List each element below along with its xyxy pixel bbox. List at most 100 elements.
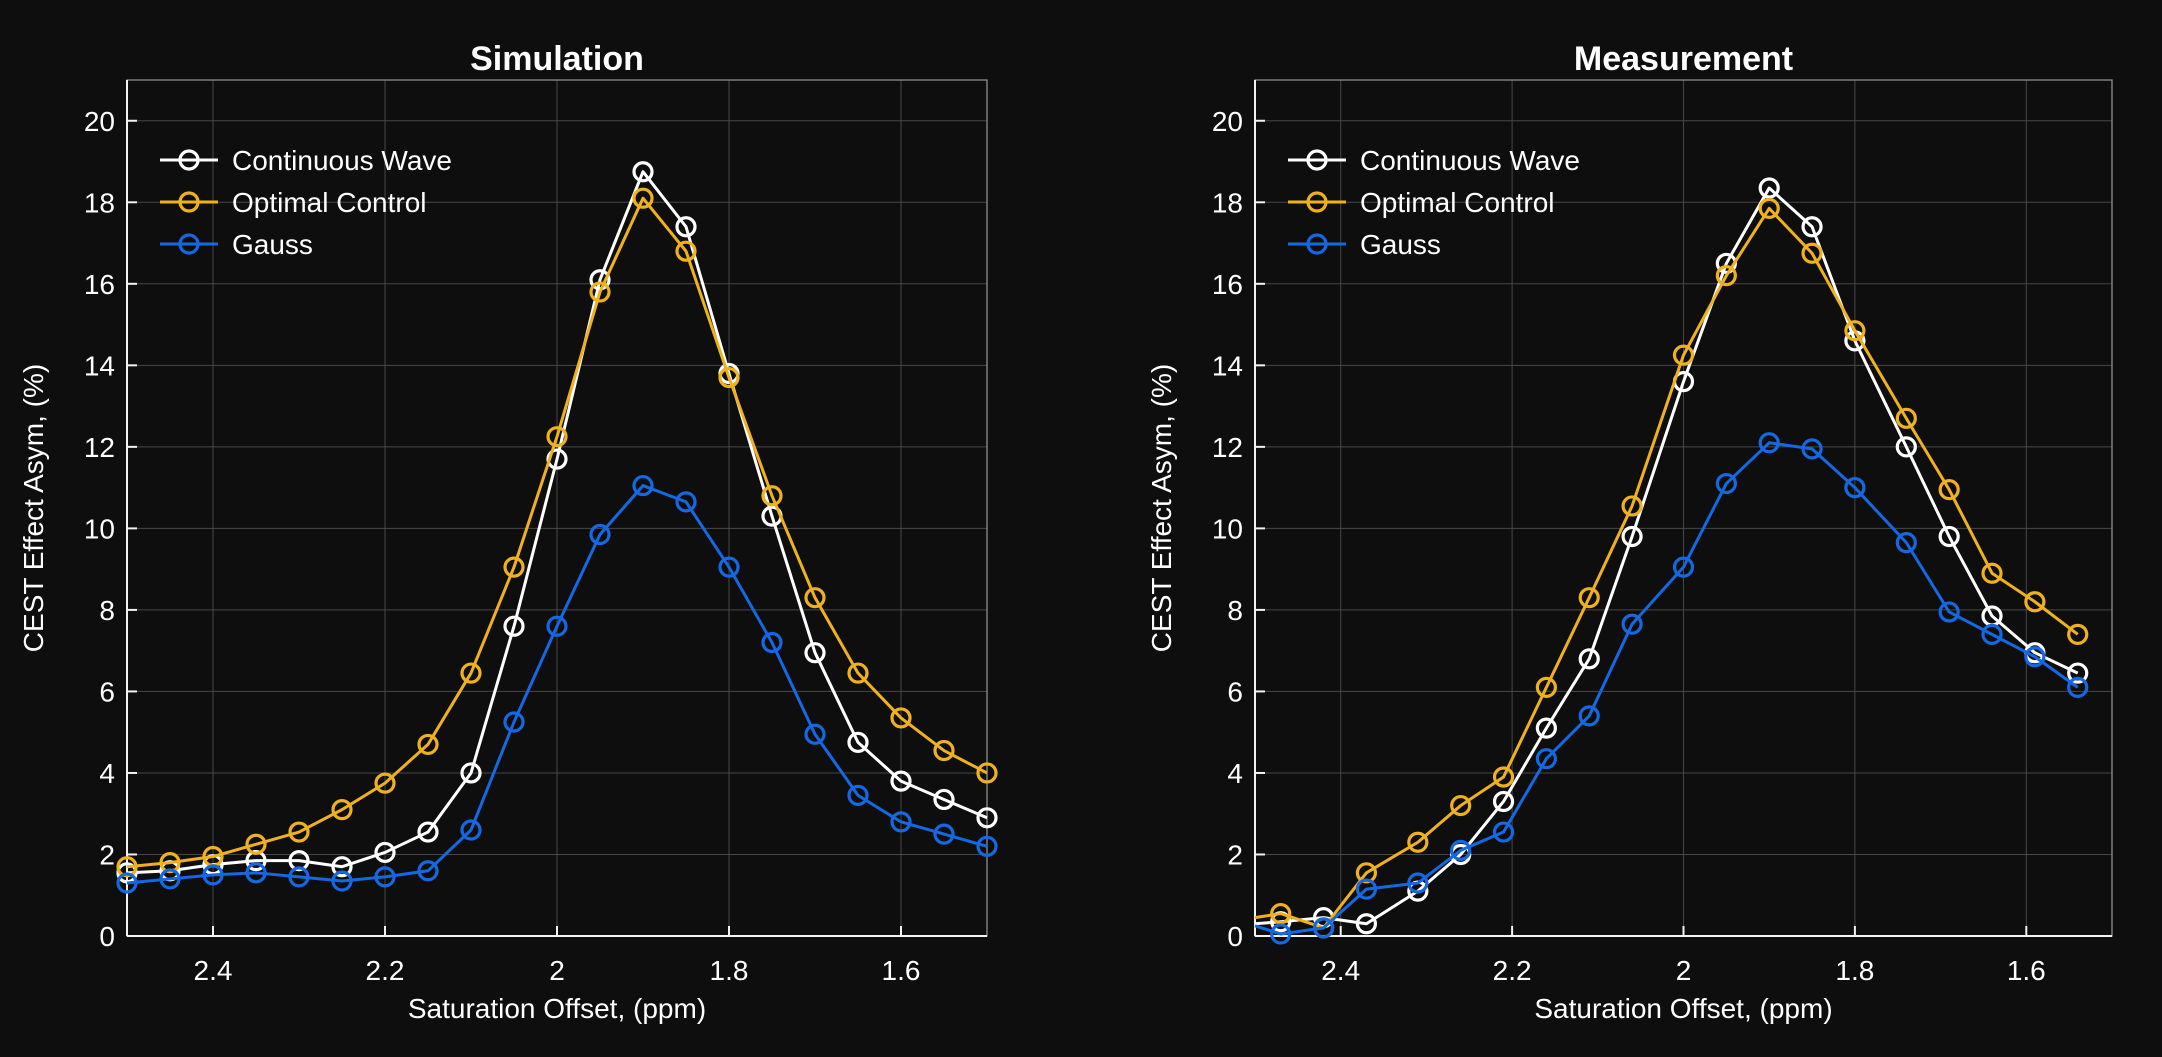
series-marker-continuous-wave [331,856,353,878]
legend-item-continuous-wave: Continuous Wave [160,145,452,176]
series-marker-optimal-control [1758,197,1780,219]
legend-marker-icon [178,149,200,171]
x-tick-label: 1.8 [1835,955,1874,986]
series-marker-gauss [589,523,611,546]
series-marker-gauss [1407,872,1429,894]
y-tick-label: 16 [1212,269,1243,300]
series-marker-gauss [1621,613,1643,635]
series-marker-gauss [2067,676,2089,698]
series-marker-optimal-control [288,821,310,843]
series-marker-optimal-control [1801,242,1823,264]
series-marker-gauss [159,868,181,890]
y-tick-label: 20 [84,106,115,137]
series-marker-optimal-control [1672,344,1695,366]
series-continuous-wave [1254,177,2089,935]
series-marker-gauss [1801,438,1823,460]
series-marker-gauss [1981,623,2003,645]
series-marker-optimal-control [503,556,525,578]
series-marker-continuous-wave [546,448,568,470]
series-marker-continuous-wave [1938,525,1960,548]
series-marker-optimal-control [1407,831,1429,853]
series-marker-gauss [675,491,697,513]
y-tick-label: 18 [84,187,115,218]
y-tick-label: 14 [1212,350,1243,381]
series-marker-gauss [1758,432,1780,454]
legend-marker-icon [178,233,200,255]
series-marker-continuous-wave [632,161,654,183]
series-marker-optimal-control [976,762,998,784]
series-marker-gauss [331,870,353,892]
y-tick-label: 20 [1212,106,1243,137]
x-tick-label: 2.2 [1493,955,1532,986]
series-marker-optimal-control [675,240,697,262]
legend-item-optimal-control: Optimal Control [160,187,427,218]
series-marker-continuous-wave [1801,216,1823,238]
x-axis-label: Saturation Offset, (ppm) [408,993,706,1024]
series-marker-gauss [1355,878,1378,900]
series-marker-optimal-control [933,739,955,762]
x-tick-label: 2 [549,955,565,986]
series-marker-optimal-control [245,833,267,855]
y-tick-label: 14 [84,350,115,381]
legend-label: Gauss [232,229,313,260]
series-marker-continuous-wave [288,849,310,872]
y-axis-label: CEST Effect Asym, (%) [18,364,49,652]
series-marker-gauss [2024,646,2046,668]
y-tick-label: 8 [1227,595,1243,626]
legend: Continuous Wave Optimal Control Gauss [1288,145,1580,260]
legend-marker-icon [178,191,200,213]
series-marker-optimal-control [116,856,138,878]
series-marker-optimal-control [1621,495,1643,517]
series-marker-optimal-control [1715,265,1737,287]
series-marker-continuous-wave [1355,913,1378,935]
y-tick-label: 2 [99,839,115,870]
grid [127,80,987,937]
series-marker-optimal-control [1270,902,1292,925]
series-marker-optimal-control [1578,587,1600,609]
series-marker-gauss [288,866,310,888]
y-tick-label: 6 [1227,676,1243,707]
series-marker-optimal-control [1895,407,1917,429]
y-tick-label: 4 [1227,758,1243,789]
legend-item-continuous-wave: Continuous Wave [1288,145,1580,176]
series-marker-gauss [890,811,912,833]
x-axis-label: Saturation Offset, (ppm) [1534,993,1832,1024]
series-marker-continuous-wave [460,762,482,784]
series-marker-optimal-control [1981,562,2003,584]
legend-marker-icon [1306,233,1328,255]
legend-label: Optimal Control [1360,187,1555,218]
series-optimal-control [116,187,998,878]
chart-title: Measurement [1574,40,1793,78]
series-marker-gauss [1492,821,1515,843]
y-tick-label: 8 [99,595,115,626]
series-marker-gauss [632,474,654,497]
series-marker-continuous-wave [1758,177,1780,199]
series-marker-continuous-wave [503,615,525,637]
series-marker-gauss [374,866,396,888]
series-marker-continuous-wave [804,642,826,664]
series-marker-optimal-control [761,485,783,507]
series-marker-gauss [546,615,568,637]
series-marker-optimal-control [2024,591,2046,613]
series-marker-continuous-wave [1578,648,1600,670]
series-marker-gauss [1450,839,1472,862]
y-tick-label: 10 [84,513,115,544]
series-marker-continuous-wave [1895,436,1917,458]
series-marker-optimal-control [374,772,396,794]
series-marker-gauss [976,835,998,857]
chart-title: Simulation [470,40,644,78]
y-tick-label: 0 [1227,921,1243,952]
series-marker-gauss [116,872,138,894]
legend-label: Continuous Wave [1360,145,1580,176]
series-marker-gauss [1938,601,1960,623]
x-tick-label: 1.6 [2007,955,2046,986]
y-tick-label: 12 [84,432,115,463]
legend-label: Optimal Control [232,187,427,218]
series-marker-optimal-control [804,587,826,609]
series-marker-gauss [503,711,525,733]
series-marker-continuous-wave [245,849,267,872]
chart-measurement: 2.4 2.2 2 1.8 1.6 0 2 4 6 8 10 12 14 16 18 20 Measuremen… [1146,40,2113,1024]
series-marker-gauss [417,860,439,882]
series-marker-optimal-control [417,733,439,756]
series-gauss [116,474,998,894]
